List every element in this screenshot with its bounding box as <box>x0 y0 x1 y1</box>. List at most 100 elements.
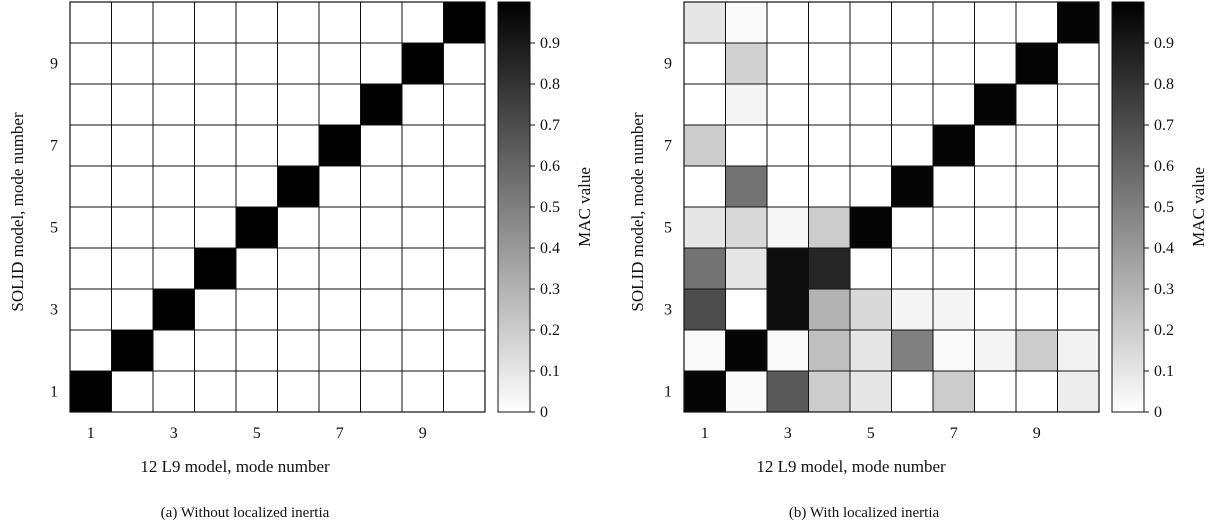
heatmap-cell <box>808 83 851 126</box>
heatmap-cell <box>849 329 892 372</box>
heatmap-cell <box>725 1 768 44</box>
heatmap-cell <box>111 1 154 44</box>
heatmap-cell <box>401 124 444 167</box>
heatmap-cell <box>235 247 278 290</box>
heatmap-cell <box>891 165 934 208</box>
heatmap-cell <box>277 206 320 249</box>
heatmap-cell <box>360 247 403 290</box>
heatmap-cell <box>683 165 726 208</box>
heatmap-cell <box>808 370 851 413</box>
heatmap-cell <box>111 42 154 85</box>
heatmap-cell <box>111 370 154 413</box>
heatmap-cell <box>891 288 934 331</box>
heatmap-cell <box>808 329 851 372</box>
colorbar-tick-label: 0 <box>1154 404 1162 421</box>
heatmap-cell <box>891 1 934 44</box>
heatmap-cell <box>849 1 892 44</box>
x-tick-label: 7 <box>950 425 958 442</box>
heatmap-cell <box>443 1 486 44</box>
heatmap-cell <box>974 124 1017 167</box>
colorbar-tick-label: 0.6 <box>1154 158 1174 175</box>
heatmap-panel-b: 1 3 5 7 9 1 3 5 7 9 12 L9 model, mode number SOL… <box>628 1 1208 521</box>
colorbar-ticks: 0 0.1 0.2 0.3 0.4 0.5 0.6 0.7 0.8 0.9 <box>530 35 560 421</box>
y-tick-labels: 1 3 5 7 9 <box>664 56 672 401</box>
heatmap-cell <box>360 124 403 167</box>
heatmap-cell <box>974 370 1017 413</box>
heatmap-cell <box>235 288 278 331</box>
heatmap-panel-a: 1 3 5 7 9 1 3 5 7 9 12 L9 model, mode number SOL… <box>8 1 594 521</box>
heatmap-cell <box>891 247 934 290</box>
heatmap-cell <box>69 83 112 126</box>
heatmap-cell <box>808 206 851 249</box>
y-tick-label: 3 <box>664 302 672 319</box>
heatmap-cell <box>360 370 403 413</box>
heatmap-cell <box>766 288 809 331</box>
heatmap-cell <box>69 165 112 208</box>
heatmap-cell <box>443 288 486 331</box>
colorbar: 0 0.1 0.2 0.3 0.4 0.5 0.6 0.7 0.8 0.9 MAC value <box>497 1 594 421</box>
heatmap-cell <box>932 1 975 44</box>
panel-caption: (a) Without localized inertia <box>161 505 330 521</box>
heatmap-cell <box>235 1 278 44</box>
heatmap-cell <box>277 329 320 372</box>
heatmap-cell <box>318 1 361 44</box>
heatmap-cell <box>69 247 112 290</box>
heatmap-cell <box>401 83 444 126</box>
heatmap-cell <box>891 42 934 85</box>
heatmap-cell <box>849 288 892 331</box>
heatmap-cell <box>891 83 934 126</box>
heatmap-cell <box>69 206 112 249</box>
plot-frame <box>683 1 1100 413</box>
heatmap-cell <box>974 1 1017 44</box>
heatmap-cell <box>932 370 975 413</box>
heatmap-cell <box>849 42 892 85</box>
heatmap-cell <box>932 42 975 85</box>
heatmap-cell <box>277 370 320 413</box>
heatmap-cell <box>194 165 237 208</box>
heatmap-cell <box>974 83 1017 126</box>
heatmap-cell <box>194 288 237 331</box>
heatmap-cell <box>194 247 237 290</box>
y-tick-label: 3 <box>50 302 58 319</box>
heatmap-cell <box>808 288 851 331</box>
heatmap-cell <box>932 206 975 249</box>
heatmap-cell <box>725 247 768 290</box>
heatmap-cell <box>1057 370 1100 413</box>
heatmap-cell <box>974 247 1017 290</box>
heatmap-cell <box>318 124 361 167</box>
heatmap-cell <box>401 288 444 331</box>
x-tick-label: 5 <box>253 425 261 442</box>
colorbar: 0 0.1 0.2 0.3 0.4 0.5 0.6 0.7 0.8 0.9 MAC value <box>1111 1 1208 421</box>
heatmap-cell <box>111 329 154 372</box>
heatmap-cell <box>683 42 726 85</box>
heatmap-cell <box>891 124 934 167</box>
heatmap-cell <box>1015 288 1058 331</box>
heatmap-cell <box>360 329 403 372</box>
heatmap-cell <box>318 329 361 372</box>
x-tick-label: 3 <box>170 425 178 442</box>
heatmap-cell <box>401 1 444 44</box>
y-tick-label: 1 <box>50 384 58 401</box>
colorbar-tick-label: 0.8 <box>1154 76 1174 93</box>
heatmap-cell <box>725 329 768 372</box>
heatmap-cell <box>1057 124 1100 167</box>
heatmap-cell <box>443 83 486 126</box>
colorbar-tick-label: 0.9 <box>1154 35 1174 52</box>
heatmap-cell <box>891 206 934 249</box>
heatmap-cell <box>683 247 726 290</box>
heatmap-cell <box>277 42 320 85</box>
heatmap-cell <box>360 206 403 249</box>
y-tick-label: 7 <box>50 138 58 155</box>
heatmap-cell <box>683 1 726 44</box>
colorbar-tick-label: 0 <box>540 404 548 421</box>
heatmap-cell <box>1057 288 1100 331</box>
x-tick-labels: 1 3 5 7 9 <box>701 425 1041 442</box>
heatmap-cell <box>725 124 768 167</box>
heatmap-cell <box>1057 42 1100 85</box>
heatmap-cell <box>360 1 403 44</box>
heatmap-cell <box>152 206 195 249</box>
heatmap-cell <box>318 370 361 413</box>
heatmap-cells <box>683 1 1100 413</box>
heatmap-cell <box>69 329 112 372</box>
heatmap-cell <box>766 124 809 167</box>
